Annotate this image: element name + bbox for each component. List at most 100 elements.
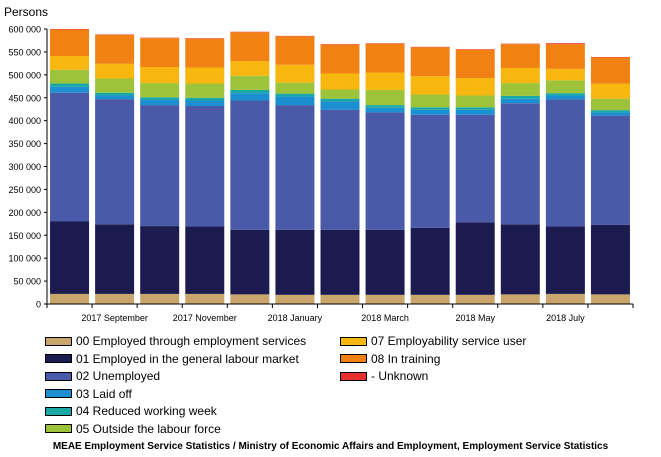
bar-segment [410, 114, 450, 228]
legend-label: 08 In training [371, 351, 441, 366]
bar-segment [95, 63, 135, 79]
bar-segment [455, 95, 495, 108]
source-note: MEAE Employment Service Statistics / Min… [52, 441, 609, 452]
x-tick-label: 2017 September [81, 313, 148, 323]
x-tick-label: 2017 November [173, 313, 237, 323]
bar-segment [230, 100, 270, 230]
legend-label: 00 Employed through employment services [76, 334, 307, 348]
legend-swatch [340, 354, 367, 363]
bar-segment [140, 99, 180, 106]
bar-segment [140, 293, 180, 304]
bar-segment [410, 109, 450, 115]
bar-segment [590, 112, 630, 116]
y-tick-label: 250 000 [8, 185, 41, 195]
x-tick-label: 2018 March [361, 313, 409, 323]
bar-segment [590, 115, 630, 225]
bar-segment [275, 36, 315, 65]
legend-swatch [45, 389, 72, 398]
bar-segment [500, 224, 540, 295]
bar-segment [140, 105, 180, 227]
y-tick-label: 350 000 [8, 139, 41, 149]
bar-segment [140, 67, 180, 84]
bar-segment [455, 49, 495, 79]
legend-label: 02 Unemployed [76, 369, 161, 383]
bar-segment [140, 38, 180, 68]
bar-segment [500, 294, 540, 304]
bar-segment [320, 73, 360, 90]
bar-segment [50, 29, 90, 57]
legend-item: 08 In training [340, 352, 440, 366]
bar-segment [275, 294, 315, 304]
bar-segment [95, 34, 135, 64]
bar-segment [455, 294, 495, 304]
x-axis: 2017 September 2017 November 2018 January 2… [46, 303, 634, 323]
bar-segment [95, 95, 135, 100]
legend-item: 04 Reduced working week [45, 404, 217, 418]
bar-segment [500, 98, 540, 104]
bar-segment [275, 82, 315, 94]
bar-segment [545, 293, 585, 304]
bar-segment [95, 224, 135, 294]
bar-segment [275, 105, 315, 230]
bar-segment [365, 294, 405, 304]
x-tick-label: 2018 July [546, 313, 585, 323]
legend-swatch [45, 406, 72, 416]
bar-segment [590, 294, 630, 304]
legend-swatch [45, 336, 72, 346]
bar-segment [95, 78, 135, 93]
bar-segment [455, 114, 495, 223]
bar-segment [50, 56, 90, 70]
bar-segment [365, 112, 405, 230]
bar-segment [275, 229, 315, 295]
bar-segment [545, 95, 585, 100]
legend-item: 00 Employed through employment services [45, 334, 306, 348]
legend-swatch [45, 424, 72, 433]
bar-segment [275, 64, 315, 83]
bar-segment [365, 89, 405, 106]
legend-item: 07 Employability service user [340, 334, 526, 348]
y-tick-label: 600 000 [8, 25, 41, 35]
bar-segment [275, 96, 315, 106]
bar-segment [185, 97, 225, 101]
bar-segment [590, 57, 630, 84]
legend-item: 01 Employed in the general labour market [45, 352, 299, 366]
bar-segment [185, 226, 225, 294]
bar-segment [500, 95, 540, 99]
legend-label: 03 Laid off [76, 386, 132, 401]
bar-segment [410, 47, 450, 77]
bar-segment [320, 294, 360, 304]
y-tick-label: 400 000 [8, 116, 41, 126]
y-tick-label: 550 000 [8, 47, 41, 57]
legend-label: - Unknown [371, 369, 429, 383]
bar-segment [545, 43, 585, 45]
y-tick-label: 150 000 [8, 231, 41, 241]
bar-segment [410, 94, 450, 108]
bar-segment [410, 107, 450, 110]
x-tick-label: 2018 May [455, 313, 495, 323]
bar-segment [545, 93, 585, 96]
bar-segment [320, 109, 360, 230]
bar-segment [50, 86, 90, 93]
bar-segment [365, 105, 405, 108]
bar-segment [140, 226, 180, 294]
bar-segment [50, 293, 90, 304]
legend-item: 03 Laid off [45, 387, 132, 401]
y-tick-label: 500 000 [8, 70, 41, 80]
bar-segment [410, 294, 450, 304]
bar-segment [185, 83, 225, 98]
bar-segment [320, 44, 360, 74]
bar-segment [230, 75, 270, 90]
legend-item: - Unknown [340, 369, 428, 383]
bar-segment [50, 221, 90, 294]
x-tick-label: 2018 January [268, 313, 323, 323]
legend-swatch [45, 371, 72, 381]
bar-segment [185, 67, 225, 84]
bar-segment [500, 83, 540, 96]
legend-label: 01 Employed in the general labour market [76, 351, 299, 366]
bar-segment [590, 110, 630, 113]
bar-segment [545, 99, 585, 227]
y-tick-label: 100 000 [8, 254, 41, 264]
bar-segment [365, 72, 405, 90]
bar-segment [320, 101, 360, 110]
